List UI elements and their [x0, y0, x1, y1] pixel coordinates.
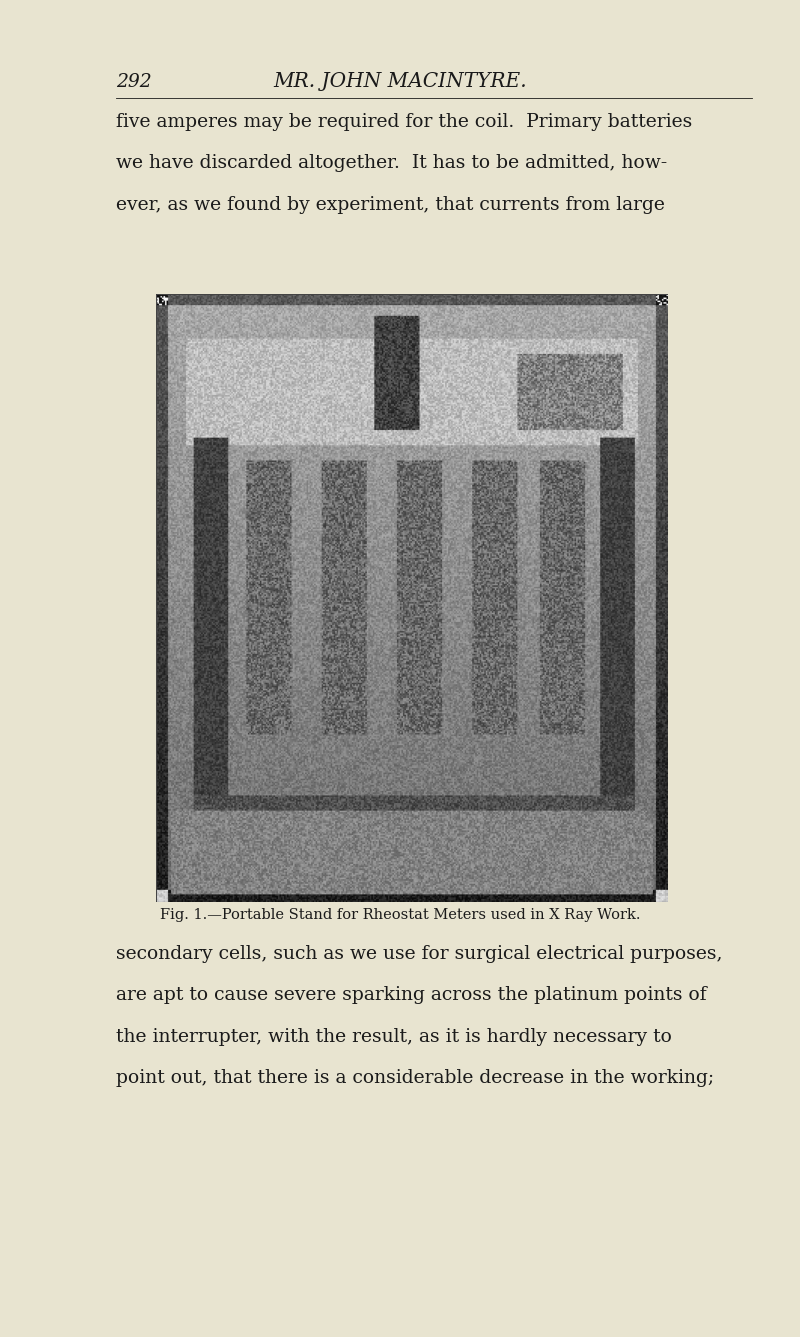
Text: ever, as we found by experiment, that currents from large: ever, as we found by experiment, that cu… [116, 197, 665, 214]
Text: we have discarded altogether.  It has to be admitted, how-: we have discarded altogether. It has to … [116, 155, 667, 172]
Text: point out, that there is a considerable decrease in the working;: point out, that there is a considerable … [116, 1070, 714, 1087]
Text: are apt to cause severe sparking across the platinum points of: are apt to cause severe sparking across … [116, 987, 706, 1004]
Text: five amperes may be required for the coil.  Primary batteries: five amperes may be required for the coi… [116, 114, 692, 131]
Text: the interrupter, with the result, as it is hardly necessary to: the interrupter, with the result, as it … [116, 1028, 672, 1046]
Text: secondary cells, such as we use for surgical electrical purposes,: secondary cells, such as we use for surg… [116, 945, 722, 963]
Text: Fig. 1.—Portable Stand for Rheostat Meters used in X Ray Work.: Fig. 1.—Portable Stand for Rheostat Mete… [160, 908, 640, 921]
Text: MR. JOHN MACINTYRE.: MR. JOHN MACINTYRE. [273, 72, 527, 91]
Text: 292: 292 [116, 74, 152, 91]
